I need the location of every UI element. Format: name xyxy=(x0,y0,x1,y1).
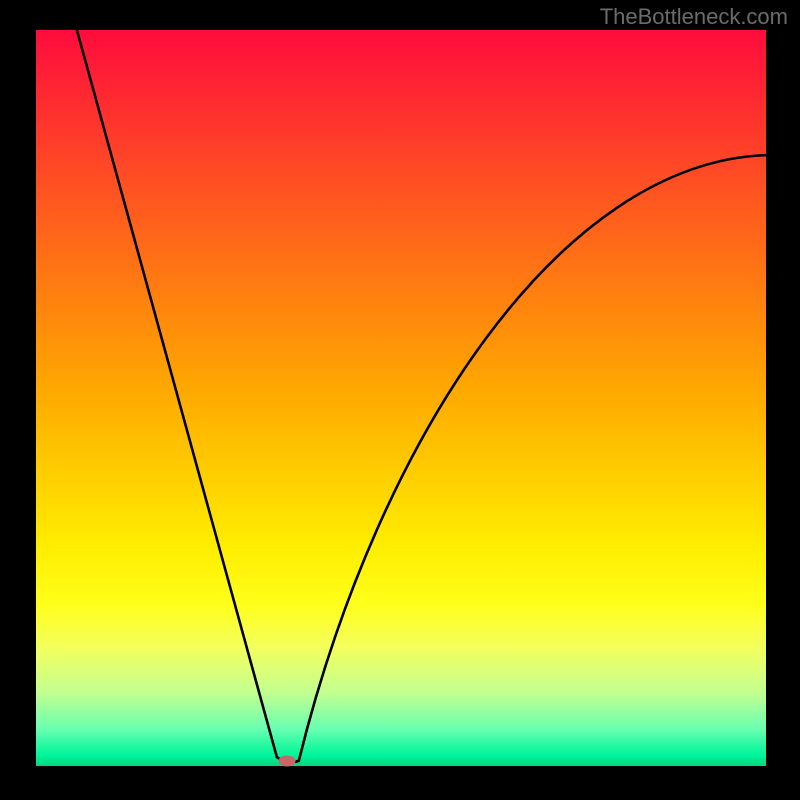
chart-container: TheBottleneck.com xyxy=(0,0,800,800)
plot-area xyxy=(36,30,766,766)
curve-right-branch xyxy=(299,155,766,761)
watermark-text: TheBottleneck.com xyxy=(600,4,788,30)
curve-left-branch xyxy=(77,30,277,757)
minimum-marker xyxy=(279,755,296,766)
curve-layer xyxy=(36,30,766,766)
